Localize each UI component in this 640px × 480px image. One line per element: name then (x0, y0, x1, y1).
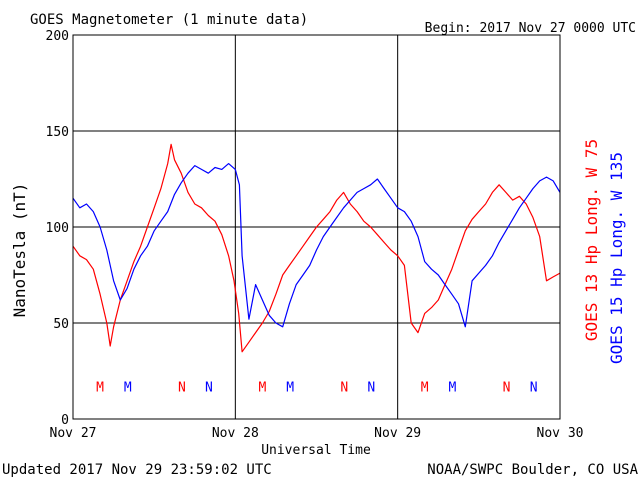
x-tick-label: Nov 30 (537, 426, 584, 441)
midnight-marker: M (421, 380, 429, 395)
y-tick-label: 150 (46, 125, 69, 140)
noon-marker: N (178, 380, 186, 395)
gridlines (73, 35, 560, 419)
goes15-line (72, 163, 561, 328)
x-tick-label: Nov 29 (374, 426, 421, 441)
x-tick-label: Nov 28 (212, 426, 259, 441)
x-tick-label: Nov 27 (50, 426, 97, 441)
goes13-line (72, 143, 561, 353)
midnight-marker: M (96, 380, 104, 395)
y-tick-label: 0 (61, 413, 69, 428)
noon-marker: N (530, 380, 538, 395)
y-tick-label: 100 (46, 221, 69, 236)
y-tick-label: 50 (53, 317, 69, 332)
legend-goes13: GOES 13 Hp Long. W 75 (582, 139, 601, 341)
y-tick-label: 200 (46, 29, 69, 44)
noon-marker: N (340, 380, 348, 395)
plot-frame (72, 34, 561, 420)
y-axis-label: NanoTesla (nT) (10, 183, 29, 318)
updated-label: Updated 2017 Nov 29 23:59:02 UTC (2, 462, 272, 478)
x-axis-label: Universal Time (261, 443, 371, 458)
series-lines (72, 143, 561, 353)
noon-marker: N (205, 380, 213, 395)
begin-label: Begin: 2017 Nov 27 0000 UTC (425, 21, 636, 36)
noon-marker: N (503, 380, 511, 395)
y-tick-labels: 0 50 100 150 200 (46, 29, 69, 428)
legend-goes15: GOES 15 Hp Long. W 135 (607, 152, 626, 364)
credit-label: NOAA/SWPC Boulder, CO USA (427, 462, 638, 478)
x-tick-labels: Nov 27 Nov 28 Nov 29 Nov 30 (50, 426, 584, 441)
midnight-marker: M (258, 380, 266, 395)
chart-title: GOES Magnetometer (1 minute data) (30, 12, 308, 28)
midnight-marker: M (449, 380, 457, 395)
midnight-marker: M (124, 380, 132, 395)
noon-marker: N (367, 380, 375, 395)
midnight-marker: M (286, 380, 294, 395)
